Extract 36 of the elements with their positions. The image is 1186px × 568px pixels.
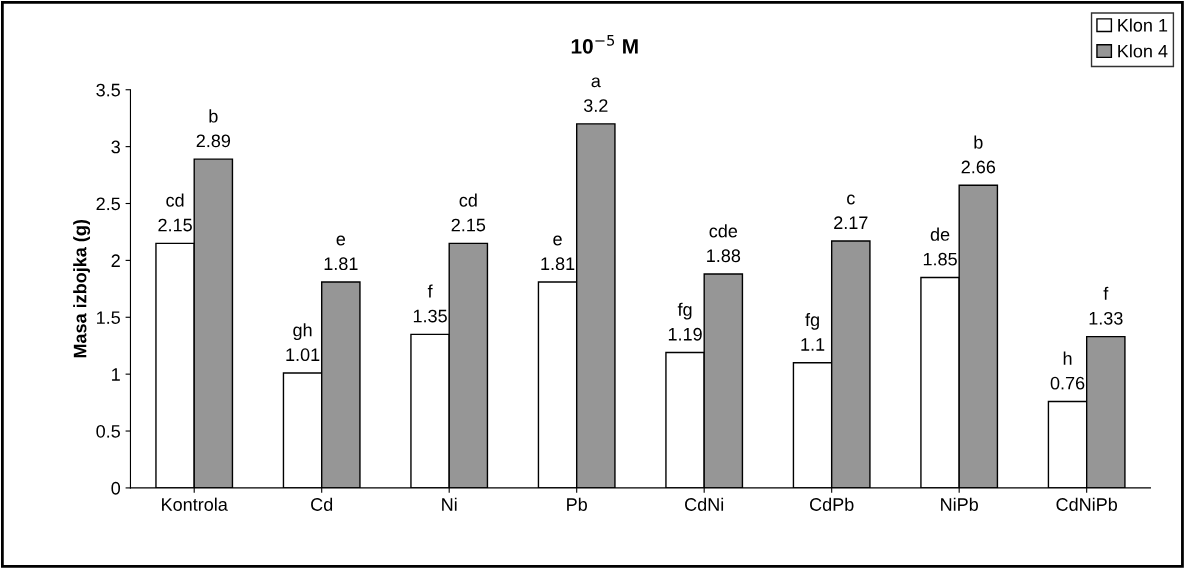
x-tick-label: Cd: [311, 497, 333, 511]
data-label: f 1.35: [413, 284, 447, 323]
y-tick-label: 2.5: [96, 197, 120, 211]
y-tick-label: 3.5: [96, 83, 120, 97]
legend-label: Klon 4: [1118, 44, 1168, 58]
x-tick-label: CdNi: [685, 497, 724, 511]
chart-title: 10$^{−5}$ M: [571, 34, 638, 54]
data-label: fg 1.1: [801, 312, 825, 351]
x-tick-label: Kontrola: [162, 497, 228, 511]
data-label: e 1.81: [324, 235, 358, 271]
y-tick-label: 1: [112, 368, 120, 381]
y-tick-label: 2: [111, 254, 120, 267]
y-tick-label: 0: [111, 481, 121, 495]
x-tick-label: NiPb: [941, 497, 978, 511]
y-axis-title: Masa izbojka (g): [73, 219, 91, 358]
x-tick-label: Ni: [442, 497, 457, 511]
data-label: gh 1.01: [286, 323, 320, 362]
data-label: a 3.2: [583, 77, 608, 112]
data-label: cd 2.15: [158, 193, 192, 232]
data-label: cde 1.88: [707, 224, 741, 263]
y-tick-label: 3: [111, 140, 120, 154]
x-tick-label: Pb: [567, 497, 587, 511]
data-label: f 1.33: [1089, 286, 1123, 325]
data-label: e 1.81: [541, 235, 575, 271]
data-label: h 0.76: [1050, 351, 1085, 390]
data-label: cd 2.15: [451, 193, 486, 232]
legend-label: Klon 1: [1118, 18, 1168, 32]
data-label: de 1.85: [923, 227, 957, 266]
y-tick-label: 1.5: [97, 311, 120, 324]
x-tick-label: CdNiPb: [1056, 497, 1118, 511]
data-label: fg 1.19: [668, 302, 702, 341]
data-label: c 2.17: [834, 194, 868, 229]
data-label: b 2.89: [196, 109, 231, 148]
y-tick-label: 0.5: [96, 424, 120, 438]
data-label: b 2.66: [961, 135, 996, 174]
x-tick-label: CdPb: [810, 497, 854, 511]
